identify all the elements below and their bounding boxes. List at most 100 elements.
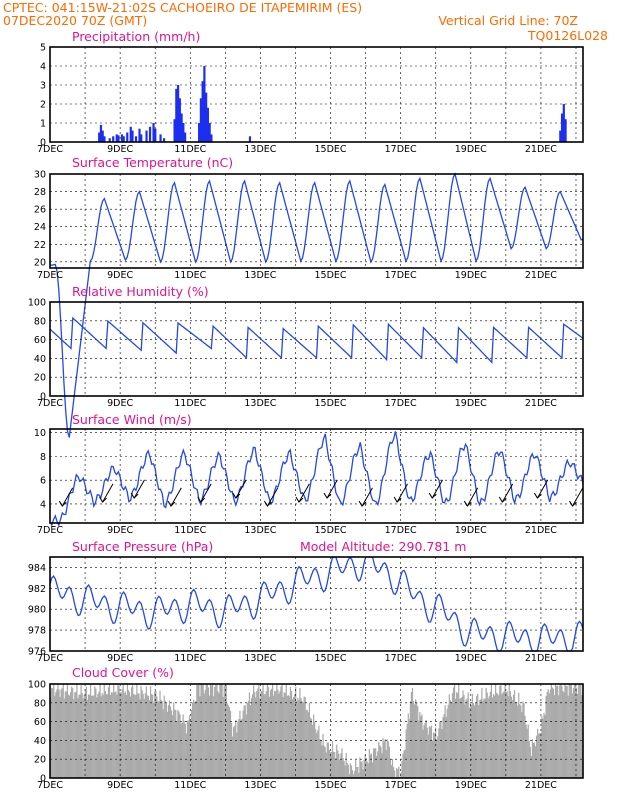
cloud-bar: [245, 714, 247, 778]
cloud-bar: [330, 751, 333, 778]
panel-temp: 20 22 24 26 28 30 7DEC 9DEC 11DEC 13DEC 15DEC 17DEC…: [34, 170, 584, 438]
cloud-bar: [404, 749, 406, 778]
cloud-bar: [65, 691, 68, 778]
cloud-bar: [386, 739, 388, 778]
cloud-bar: [449, 700, 451, 778]
y-tick-label: 976: [28, 647, 46, 658]
x-tick-label: 15DEC: [315, 780, 347, 791]
cloud-bar: [148, 700, 151, 778]
cloud-bar: [435, 727, 437, 778]
cloud-bar: [387, 741, 389, 778]
wind-arrow-head: [393, 496, 402, 503]
y-tick-label: 40: [34, 354, 46, 365]
cloud-bar: [227, 705, 230, 778]
y-tick-label: 20: [34, 373, 46, 384]
cloud-bar: [367, 763, 369, 778]
precip-bar: [101, 130, 104, 142]
wind-arrow-shaft: [396, 483, 408, 503]
cloud-bar: [409, 701, 412, 778]
cloud-bar: [57, 684, 59, 778]
precip-title: Precipitation (mm/h): [72, 29, 200, 44]
x-tick-label: 9DEC: [107, 780, 133, 791]
model-altitude: Model Altitude: 290.781 m: [300, 539, 466, 554]
cloud-bar: [91, 695, 93, 778]
y-tick-label: 22: [34, 240, 46, 251]
cloud-bar: [546, 692, 548, 778]
cloud-bar: [393, 770, 396, 778]
cloud-bar: [319, 739, 321, 778]
cloud-bar: [563, 692, 565, 778]
cloud-bar: [282, 696, 284, 778]
wind-arrow-shaft: [361, 487, 373, 507]
cloud-bar: [542, 718, 544, 778]
wind-arrow: [232, 479, 247, 499]
x-tick-label: 11DEC: [174, 780, 206, 791]
cloud-bar: [188, 715, 191, 778]
cloud-bar: [537, 728, 539, 778]
precip-bar: [98, 132, 101, 142]
cloud-bar: [221, 684, 223, 778]
cloud-bar: [406, 723, 408, 778]
wind-arrow-shaft: [326, 479, 338, 499]
cloud-bar: [201, 684, 203, 778]
cloud-bar: [361, 761, 363, 778]
cloud-bar: [345, 753, 347, 778]
cloud-bar: [302, 702, 304, 778]
cloud-bar: [541, 715, 543, 778]
cloud-bar: [309, 717, 312, 778]
cloud-bar: [355, 760, 357, 778]
cloud-bar: [182, 714, 184, 778]
wind-arrow-head: [130, 492, 139, 499]
precip-bar: [180, 113, 183, 142]
x-tick-label: 17DEC: [385, 780, 417, 791]
cloud-bar: [501, 694, 503, 778]
cloud-bar: [487, 698, 489, 778]
cloud-bar: [267, 686, 269, 778]
cloud-bar: [425, 719, 427, 778]
cloud-bar: [528, 741, 530, 778]
y-tick-label: 0: [40, 392, 46, 403]
cloud-bar: [452, 687, 455, 778]
cloud-bar: [220, 684, 222, 778]
wind-arrow: [498, 483, 514, 503]
cloud-bar: [358, 773, 360, 778]
x-tick-label: 17DEC: [385, 144, 417, 155]
cloud-bar: [116, 694, 118, 778]
cloud-bar: [357, 766, 359, 778]
temp-line: [49, 172, 584, 438]
cloud-bar: [159, 690, 161, 778]
cloud-bar: [56, 689, 58, 778]
wind-arrow-head: [295, 496, 304, 503]
cloud-bar: [524, 715, 526, 778]
cloud-bar: [477, 693, 479, 778]
x-tick-label: 7DEC: [37, 525, 63, 536]
cloud-bar: [314, 721, 316, 778]
cloud-bar: [562, 690, 564, 778]
x-tick-label: 11DEC: [174, 653, 206, 664]
cloud-bar: [251, 694, 254, 778]
cloud-bar: [273, 695, 275, 778]
cloud-bar: [218, 693, 220, 778]
cloud-bar: [457, 693, 459, 778]
cloud-bar: [58, 689, 60, 778]
y-tick-label: 26: [34, 205, 46, 216]
cloud-bar: [156, 696, 158, 778]
precip-bar: [129, 126, 132, 142]
cloud-bar: [298, 700, 300, 778]
rh-title: Relative Humidity (%): [72, 284, 209, 299]
cloud-bar: [249, 705, 252, 778]
cloud-bar: [538, 733, 540, 778]
cloud-bar: [364, 754, 366, 778]
station-header: CPTEC: 041:15W-21:02S CACHOEIRO DE ITAPE…: [3, 0, 362, 15]
y-tick-label: 0: [40, 138, 46, 149]
cloud-bar: [519, 703, 521, 778]
cloud-bar: [97, 693, 99, 778]
cloud-bar: [184, 723, 186, 778]
cloud-bar: [533, 742, 536, 778]
precip-bar: [175, 88, 178, 142]
wind-line: [49, 431, 584, 528]
cloud-bar: [98, 691, 100, 778]
cloud-bar: [140, 685, 142, 778]
wind-arrow-head: [99, 496, 107, 503]
cloud-bar: [380, 746, 382, 778]
